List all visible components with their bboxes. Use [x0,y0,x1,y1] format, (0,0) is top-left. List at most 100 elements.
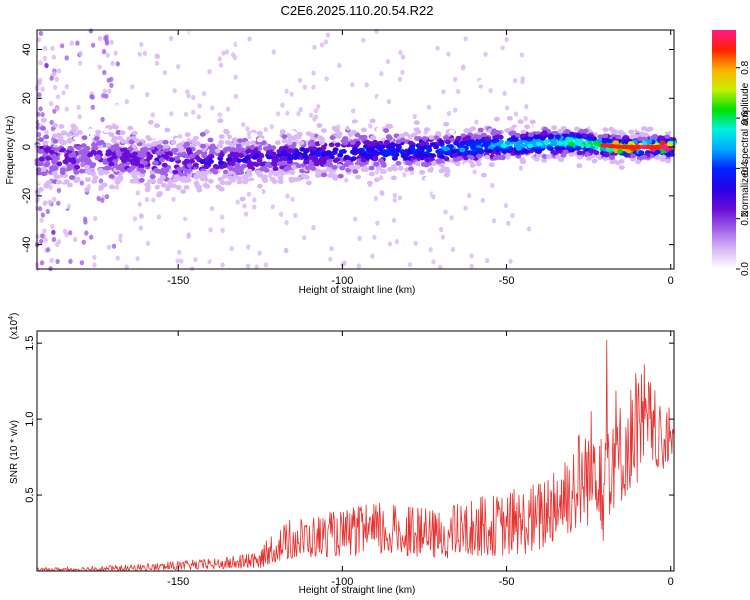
heatmap-cell [81,135,88,141]
heatmap-cell [338,149,345,155]
heatmap-cell [207,137,214,143]
heatmap-cell [102,88,108,94]
heatmap-cell [98,178,104,184]
heatmap-cell [36,37,42,43]
heatmap-cell [523,115,528,122]
heatmap-cell [596,138,603,144]
heatmap-cell [132,216,138,222]
heatmap-cell [284,248,289,254]
heatmap-cell [231,137,238,143]
heatmap-cell [111,135,118,141]
heatmap-cell [615,134,622,140]
heatmap-cell [186,93,191,99]
heatmap-cell [106,244,112,250]
heatmap-cell [80,143,87,149]
heatmap-cell [151,197,156,203]
heatmap-cell [40,233,45,239]
heatmap-cell [236,179,243,185]
heatmap-cell [120,139,127,144]
heatmap-cell [453,76,458,82]
heatmap-cell [510,130,517,136]
heatmap-cell [402,172,407,178]
heatmap-cell [56,68,62,74]
heatmap-cell [375,220,380,226]
heatmap-cell [233,74,238,80]
heatmap-cell [555,154,562,160]
heatmap-cell [292,241,297,247]
heatmap-cell [158,139,164,145]
heatmap-cell [601,138,608,144]
heatmap-cell [115,240,121,246]
heatmap-cell [310,257,316,263]
heatmap-cell [535,152,542,158]
heatmap-cell [463,36,468,42]
heatmap-cell [42,228,47,234]
heatmap-cell [443,156,450,162]
heatmap-cell [331,173,338,179]
heatmap-cell [188,29,193,36]
heatmap-cell [61,130,67,136]
heatmap-cell [286,140,293,146]
heatmap-cell [89,234,94,240]
heatmap-cell [313,108,319,114]
heatmap-cell [62,159,69,165]
heatmap-cell [48,184,53,190]
heatmap-cell [246,191,252,197]
heatmap-cell [415,262,420,268]
heatmap-cell [177,145,184,150]
heatmap-cell [52,122,58,128]
heatmap-cell [385,144,392,150]
heatmap-cell [216,143,223,149]
heatmap-cell [221,163,228,169]
heatmap-cell [226,164,233,170]
heatmap-cell [490,182,495,189]
heatmap-cell [223,169,229,175]
heatmap-cell [597,134,604,140]
heatmap-cell [508,258,513,264]
heatmap-cell [664,158,671,164]
heatmap-cell [320,128,327,134]
heatmap-cell [64,111,71,117]
heatmap-cell [249,124,256,129]
heatmap-cell [387,241,393,247]
heatmap-cell [51,54,57,60]
heatmap-cell [108,184,115,190]
heatmap-cell [427,167,434,173]
heatmap-cell [147,119,154,125]
heatmap-cell [301,235,307,241]
heatmap-cell [186,181,193,187]
heatmap-cell [156,144,163,150]
heatmap-cell [40,212,46,218]
heatmap-cell [587,136,594,141]
heatmap-cell [244,140,251,146]
heatmap-cell [177,133,183,139]
heatmap-cell [273,171,280,177]
heatmap-cell [399,149,405,154]
heatmap-cell [145,92,150,98]
colorbar-tick-label: 0.8 [740,60,750,74]
heatmap-cell [137,51,142,57]
heatmap-cell [120,152,127,158]
heatmap-cell [642,132,649,138]
heatmap-cell [115,61,121,67]
spectrogram-cells [34,28,677,272]
heatmap-cell [630,153,637,159]
heatmap-cell [137,207,143,213]
heatmap-cell [452,152,459,158]
heatmap-cell [470,126,476,132]
heatmap-cell [412,113,417,120]
heatmap-cell [576,163,583,169]
heatmap-cell [271,65,277,72]
heatmap-cell [602,127,609,133]
heatmap-cell [90,42,96,48]
heatmap-cell [310,150,317,155]
heatmap-cell [330,234,336,240]
heatmap-cell [239,196,246,202]
heatmap-cell [358,135,365,140]
heatmap-cell [79,260,85,266]
heatmap-cell [641,154,648,160]
heatmap-cell [359,147,365,153]
heatmap-cell [51,196,57,202]
heatmap-cell [525,83,531,90]
heatmap-cell [567,145,574,151]
